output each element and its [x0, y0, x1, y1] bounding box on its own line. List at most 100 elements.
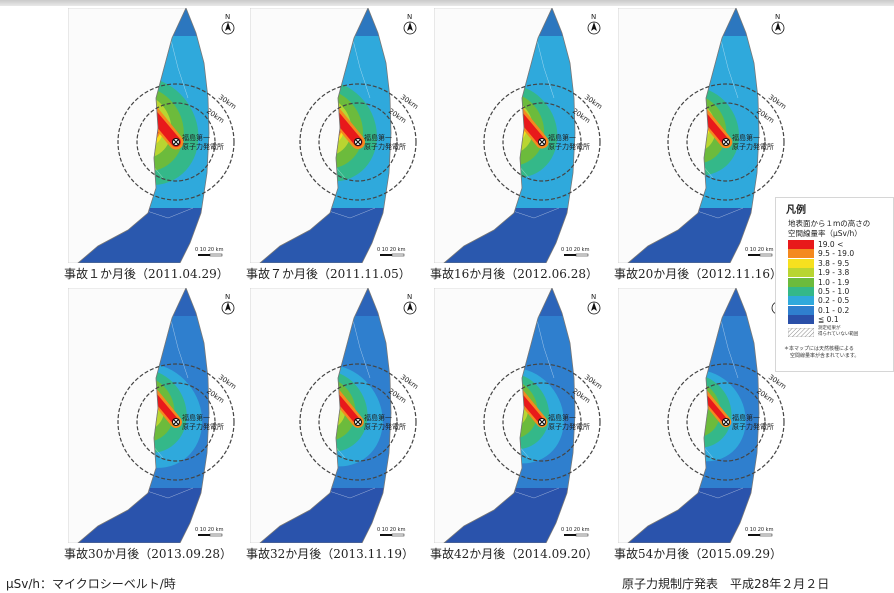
plant-marker-icon	[538, 418, 546, 426]
legend-label: 0.5 - 1.0	[818, 287, 850, 296]
legend-item: 3.8 - 9.5	[788, 258, 888, 268]
legend-title: 凡例	[786, 205, 806, 216]
scale-label: 0 10 20 km	[195, 247, 224, 253]
north-label: N	[225, 13, 230, 21]
north-label: N	[225, 293, 230, 301]
scale-bar	[380, 253, 405, 257]
map-caption: 事故１か月後（2011.04.29）	[64, 267, 229, 281]
legend-hatch-label-2: 得られていない範囲	[818, 332, 859, 337]
plant-marker-icon	[354, 138, 362, 146]
legend-item: 1.9 - 3.8	[788, 268, 888, 278]
legend-item: 0.2 - 0.5	[788, 296, 888, 306]
legend-hatch-row: 測定結果が 得られていない範囲	[788, 326, 888, 337]
map-caption: 事故16か月後（2012.06.28）	[430, 267, 598, 281]
map-caption: 事故54か月後（2015.09.29）	[614, 547, 782, 561]
legend-swatch	[788, 249, 814, 259]
legend-swatch	[788, 305, 814, 315]
plant-type-label: 原子力発電所	[364, 142, 406, 151]
legend-note-2: 空間線量率が含まれています。	[790, 353, 860, 359]
plant-name-label: 福島第一	[732, 413, 760, 422]
legend-item: 1.0 - 1.9	[788, 277, 888, 287]
scale-bar	[748, 533, 773, 537]
legend-swatch	[788, 287, 814, 296]
north-label: N	[591, 13, 596, 21]
hatch-swatch	[788, 328, 814, 337]
legend-swatch	[788, 315, 814, 325]
legend-hatch-label-1: 測定結果が	[818, 326, 841, 331]
legend-subtitle-1: 地表面から１mの高さの	[788, 219, 871, 228]
map-caption: 事故32か月後（2013.11.19）	[246, 547, 414, 561]
scale-label: 0 10 20 km	[195, 527, 224, 533]
legend-swatch	[788, 240, 814, 249]
scale-label: 0 10 20 km	[377, 527, 406, 533]
plant-marker-icon	[722, 418, 730, 426]
legend-label: 1.0 - 1.9	[818, 277, 850, 287]
legend-label: 19.0 <	[818, 240, 844, 249]
plant-marker-icon	[172, 138, 180, 146]
north-arrow-icon	[587, 301, 601, 315]
scale-label: 0 10 20 km	[561, 527, 590, 533]
plant-type-label: 原子力発電所	[182, 142, 224, 151]
north-label: N	[591, 293, 596, 301]
north-label: N	[775, 13, 780, 21]
north-arrow-icon	[587, 21, 601, 35]
legend-note-1: ＊本マップには天然核種による	[784, 346, 854, 352]
legend-label: 1.9 - 3.8	[818, 268, 850, 278]
unit-note: μSv/h：マイクロシーベルト/時	[6, 577, 176, 591]
plant-name-label: 福島第一	[548, 133, 576, 142]
legend-swatch	[788, 277, 814, 287]
north-arrow-icon	[221, 301, 235, 315]
plant-name-label: 福島第一	[364, 413, 392, 422]
legend-item: 0.5 - 1.0	[788, 287, 888, 296]
map-caption: 事故30か月後（2013.09.28）	[64, 547, 232, 561]
legend-label: ≦ 0.1	[818, 315, 839, 325]
legend-item: ≦ 0.1	[788, 315, 888, 325]
plant-type-label: 原子力発電所	[182, 422, 224, 431]
plant-type-label: 原子力発電所	[364, 422, 406, 431]
north-label: N	[407, 13, 412, 21]
plant-marker-icon	[722, 138, 730, 146]
map-caption: 事故７か月後（2011.11.05）	[246, 267, 411, 281]
north-arrow-icon	[403, 21, 417, 35]
map-caption: 事故42か月後（2014.09.20）	[430, 547, 598, 561]
north-arrow-icon	[221, 21, 235, 35]
scale-label: 0 10 20 km	[561, 247, 590, 253]
plant-name-label: 福島第一	[182, 413, 210, 422]
scale-bar	[564, 253, 589, 257]
scale-bar	[198, 533, 223, 537]
legend-item: 0.1 - 0.2	[788, 305, 888, 315]
legend-panel: 凡例 地表面から１mの高さの 空間線量率（μSv/h） 19.0 <9.5 - …	[775, 197, 894, 372]
north-label: N	[407, 293, 412, 301]
legend-label: 9.5 - 19.0	[818, 249, 855, 259]
legend-label: 0.2 - 0.5	[818, 296, 850, 306]
plant-type-label: 原子力発電所	[732, 422, 774, 431]
plant-name-label: 福島第一	[732, 133, 760, 142]
legend-subtitle-2: 空間線量率（μSv/h）	[788, 229, 862, 238]
plant-name-label: 福島第一	[364, 133, 392, 142]
legend-swatch	[788, 268, 814, 278]
plant-name-label: 福島第一	[548, 413, 576, 422]
scale-bar	[748, 253, 773, 257]
scale-bar	[380, 533, 405, 537]
map-caption: 事故20か月後（2012.11.16）	[614, 267, 782, 281]
plant-type-label: 原子力発電所	[548, 142, 590, 151]
source-note: 原子力規制庁発表 平成28年２月２日	[622, 577, 830, 591]
scale-label: 0 10 20 km	[377, 247, 406, 253]
plant-marker-icon	[354, 418, 362, 426]
plant-marker-icon	[538, 138, 546, 146]
legend-swatch	[788, 296, 814, 306]
